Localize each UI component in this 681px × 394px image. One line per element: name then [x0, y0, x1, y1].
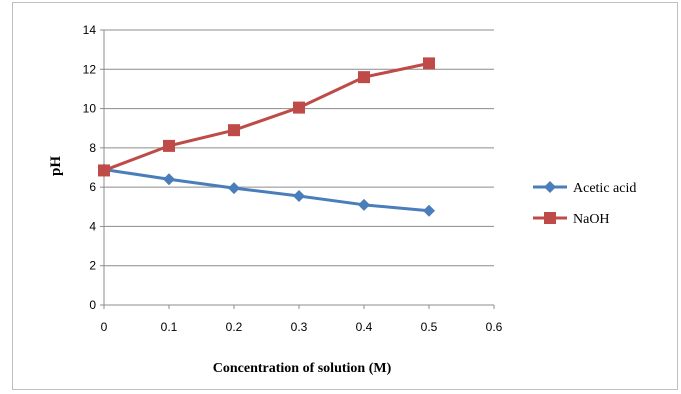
x-tick-label: 0.5: [421, 320, 438, 334]
y-axis-label: pH: [48, 156, 64, 176]
data-point-acetic-acid: [163, 173, 175, 186]
x-tick-label: 0.2: [226, 320, 243, 334]
series-acetic-acid: [98, 163, 435, 217]
legend-item-acetic-acid: Acetic acid: [533, 181, 636, 196]
x-tick-label: 0.4: [356, 320, 373, 334]
legend: Acetic acid NaOH: [533, 181, 636, 227]
legend-label-acetic-acid: Acetic acid: [573, 181, 636, 196]
y-tick-label: 10: [83, 102, 97, 116]
series-naoh: [98, 57, 435, 177]
series-group: [98, 57, 435, 217]
legend-label-naoh: NaOH: [573, 212, 610, 227]
data-point-acetic-acid: [228, 182, 240, 195]
legend-item-naoh: NaOH: [533, 212, 610, 227]
data-point-acetic-acid: [358, 198, 370, 211]
x-tick-labels: 0 0.1 0.2 0.3 0.4 0.5 0.6: [101, 305, 503, 334]
axes: [103, 30, 494, 306]
y-tick-label: 14: [83, 23, 97, 37]
x-tick-label: 0.6: [486, 320, 503, 334]
y-tick-label: 12: [83, 62, 97, 76]
x-tick-label: 0.3: [291, 320, 308, 334]
series-line-naoh: [103, 61, 430, 172]
y-tick-label: 0: [89, 298, 96, 312]
legend-marker-acetic-acid: [544, 181, 556, 193]
x-tick-label: 0.1: [161, 320, 178, 334]
series-line-acetic-acid: [103, 167, 430, 213]
data-point-naoh: [423, 57, 435, 70]
data-point-acetic-acid: [293, 189, 305, 202]
y-tick-label: 4: [89, 219, 96, 233]
data-point-acetic-acid: [423, 204, 435, 217]
y-tick-labels: 0 2 4 6 8 10 12 14: [83, 23, 97, 312]
legend-marker-naoh: [544, 212, 556, 224]
data-point-naoh: [228, 124, 240, 137]
y-tick-label: 8: [89, 141, 96, 155]
data-point-naoh: [163, 139, 175, 152]
data-point-naoh: [293, 101, 305, 114]
chart-frame: [12, 2, 678, 390]
x-axis-label: Concentration of solution (M): [213, 361, 392, 376]
data-point-naoh: [358, 71, 370, 84]
data-point-naoh: [98, 164, 110, 177]
y-tick-label: 2: [89, 259, 96, 273]
x-tick-label: 0: [101, 320, 108, 334]
gridlines: [100, 29, 494, 306]
y-tick-label: 6: [89, 180, 96, 194]
